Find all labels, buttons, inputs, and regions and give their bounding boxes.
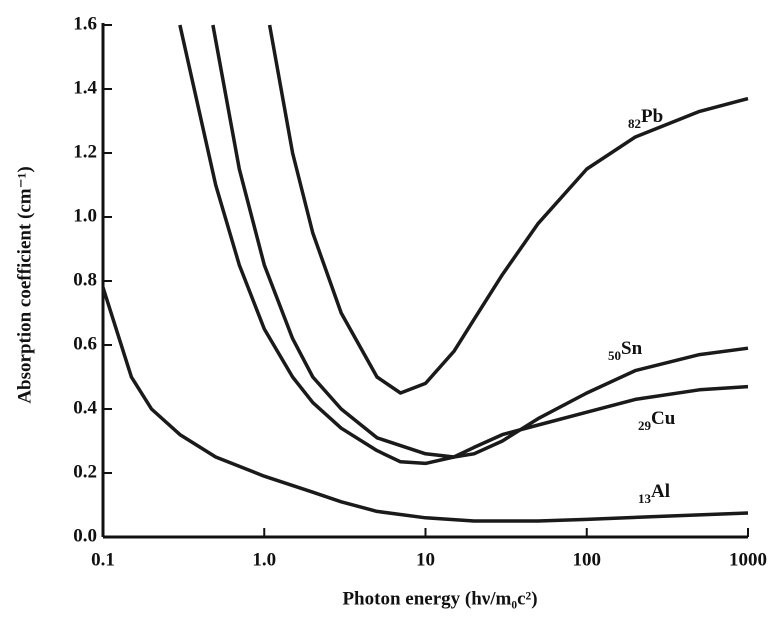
x-tick-label: 0.1 bbox=[91, 549, 115, 570]
series-atomic-number: 50 bbox=[608, 348, 621, 363]
y-tick-label: 0.2 bbox=[73, 461, 97, 482]
y-tick-label: 1.4 bbox=[73, 77, 97, 98]
x-tick-label: 1000 bbox=[729, 549, 767, 570]
series-atomic-number: 82 bbox=[628, 116, 641, 131]
series-name: Al bbox=[651, 481, 670, 502]
series-label: 29Cu bbox=[638, 408, 676, 433]
x-tick-label: 100 bbox=[573, 549, 602, 570]
series-name: Sn bbox=[621, 338, 643, 359]
series-atomic-number: 13 bbox=[638, 491, 652, 506]
series-name: Pb bbox=[641, 106, 663, 127]
y-axis-label: Absorption coefficient (cm⁻¹) bbox=[14, 166, 35, 403]
x-tick-label: 10 bbox=[416, 549, 435, 570]
series-atomic-number: 29 bbox=[638, 418, 652, 433]
y-tick-label: 1.0 bbox=[73, 205, 97, 226]
series-label: 82Pb bbox=[628, 106, 663, 131]
series-label: 13Al bbox=[638, 481, 670, 506]
y-tick-label: 0.8 bbox=[73, 269, 97, 290]
y-tick-label: 0.4 bbox=[73, 397, 97, 418]
x-axis-label: Photon energy (hν/m₀c²) bbox=[342, 588, 537, 609]
y-tick-label: 1.2 bbox=[73, 141, 97, 162]
series-name: Cu bbox=[651, 408, 676, 429]
y-tick-label: 0.6 bbox=[73, 333, 97, 354]
series-line bbox=[267, 24, 749, 395]
series-line bbox=[101, 286, 749, 523]
x-tick-label: 1.0 bbox=[252, 549, 276, 570]
y-tick-label: 0.0 bbox=[73, 525, 97, 546]
series-label: 50Sn bbox=[608, 338, 643, 363]
series-line bbox=[211, 24, 749, 459]
y-tick-label: 1.6 bbox=[73, 13, 97, 34]
series-line bbox=[178, 24, 749, 466]
